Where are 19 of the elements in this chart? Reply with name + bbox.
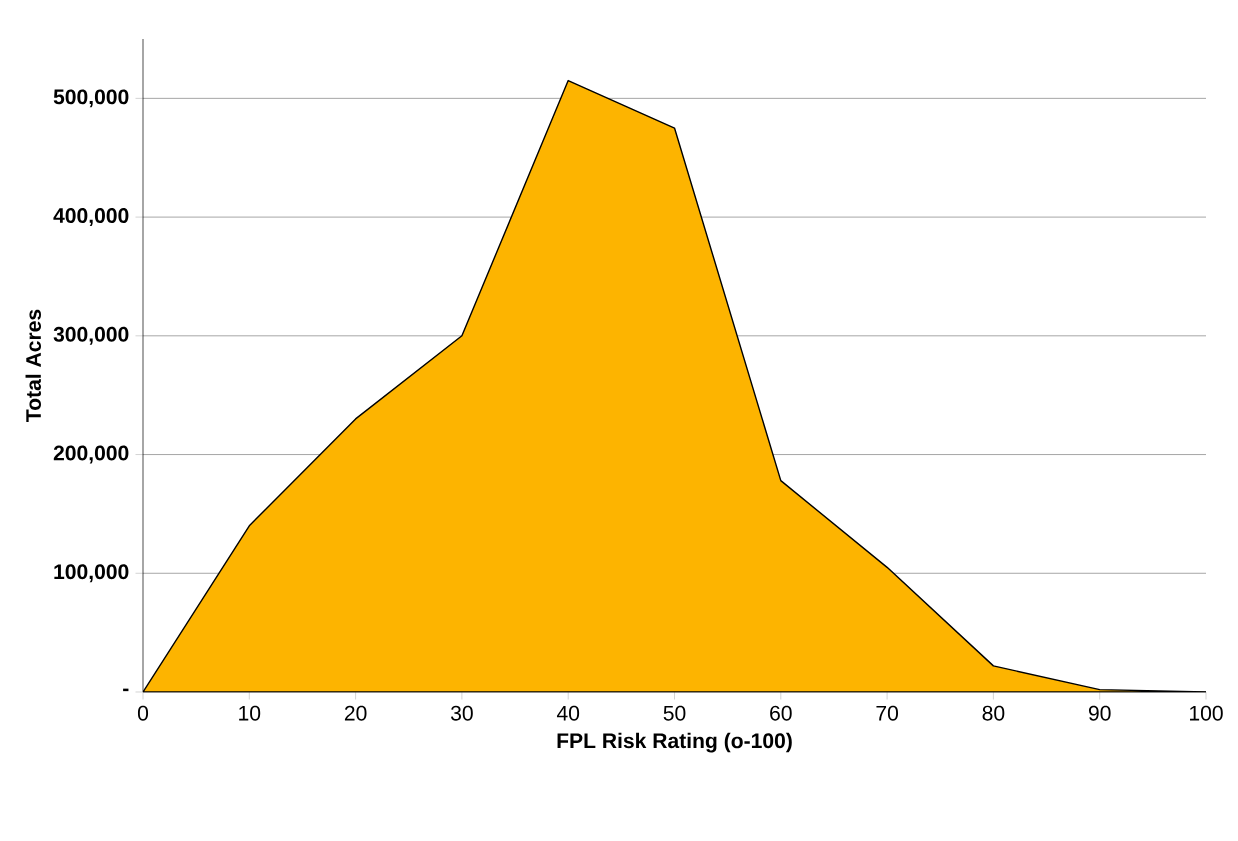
x-tick-label: 30	[450, 705, 473, 721]
y-tick-label: -	[123, 688, 129, 692]
x-tick-label: 20	[344, 705, 367, 721]
y-tick-label: 300,000	[53, 326, 129, 345]
y-tick-label: 500,000	[53, 89, 129, 108]
x-tick-label: 70	[876, 705, 899, 721]
x-tick-label: 100	[1190, 705, 1223, 721]
x-tick-label: 10	[239, 705, 261, 721]
x-tick-label: 50	[663, 705, 686, 721]
x-tick-label: 40	[556, 705, 580, 721]
x-tick-label: 90	[1088, 705, 1111, 721]
x-tick-label: 80	[982, 705, 1005, 721]
y-tick-label: 200,000	[53, 445, 129, 464]
x-tick-label: 0	[137, 705, 149, 721]
y-axis-title: Total Acres	[25, 309, 41, 422]
x-tick-label: 60	[770, 705, 792, 721]
x-axis-title: FPL Risk Rating (o-100)	[557, 732, 792, 753]
y-tick-label: 100,000	[54, 564, 129, 583]
y-tick-label: 400,000	[53, 208, 129, 227]
